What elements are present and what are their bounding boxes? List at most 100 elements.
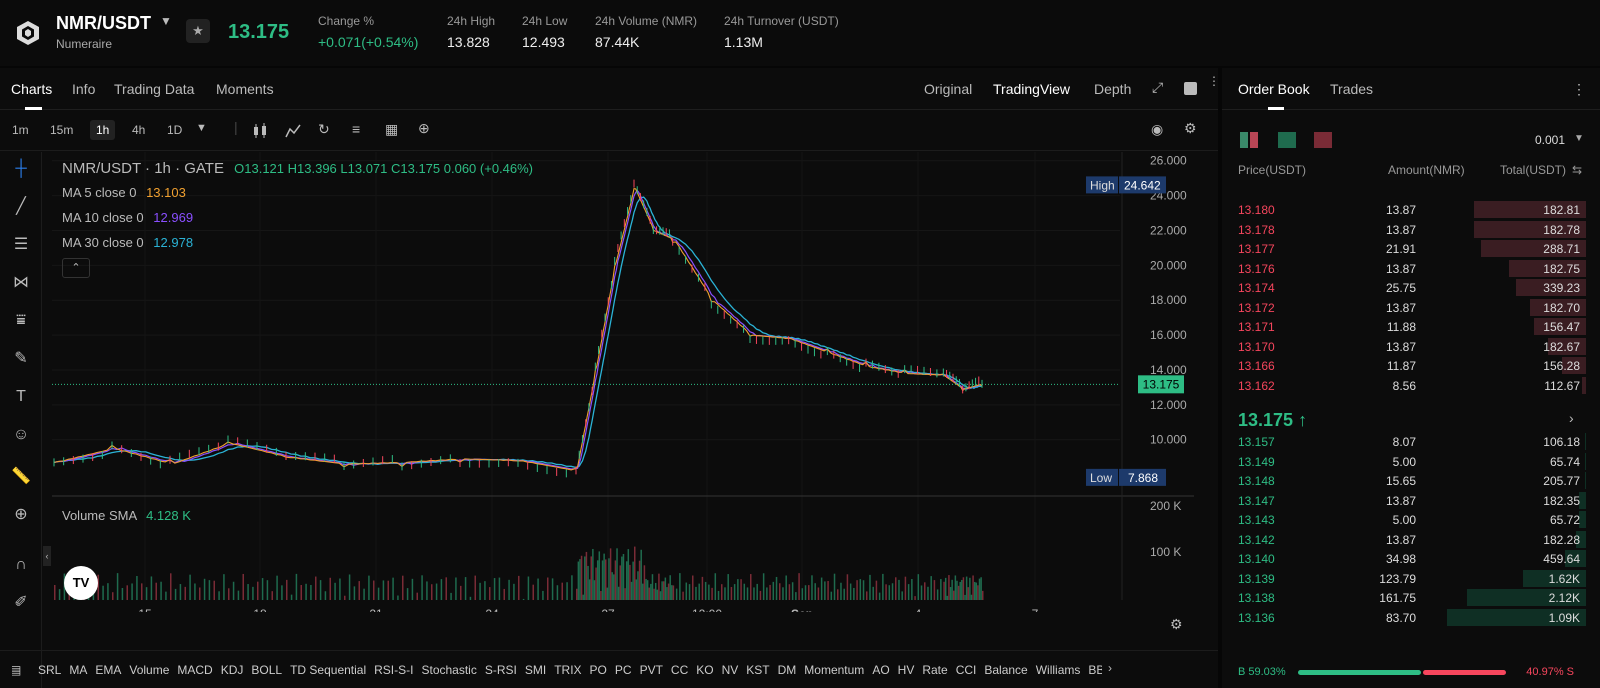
precision-chevron-icon[interactable]: ▼ [1574,133,1584,144]
indicators-icon[interactable] [285,123,301,139]
ruler-icon[interactable]: 📏 [11,468,31,485]
orderbook-more-icon[interactable]: ⋮ [1572,81,1586,97]
indicator-24[interactable]: Rate [922,663,948,677]
indicator-25[interactable]: CCI [955,663,977,677]
indicator-12[interactable]: TRIX [554,663,582,677]
indicator-4[interactable]: MACD [177,663,213,677]
expand-icon[interactable]: ⤢ [1152,79,1164,95]
view-both-sides-icon[interactable] [1240,132,1258,148]
view-depth[interactable]: Depth [1094,81,1132,97]
indicator-14[interactable]: PC [614,663,632,677]
indicator-11[interactable]: SMI [524,663,547,677]
layout-grid-icon[interactable]: ▦ [385,121,399,137]
orderbook-row-red[interactable]: 13.172 13.87 182.70 [1222,298,1586,317]
timeframe-1d[interactable]: 1D [167,123,183,137]
indicator-7[interactable]: TD Sequential [290,663,367,677]
tab-trading-data[interactable]: Trading Data [114,81,195,97]
indicator-3[interactable]: Volume [129,663,170,677]
view-original[interactable]: Original [924,81,973,97]
orderbook-row-grn[interactable]: 13.139 123.79 1.62K [1222,569,1586,588]
magnet-icon[interactable]: ∩ [15,556,27,573]
indicator-26[interactable]: Balance [984,663,1028,677]
orderbook-row-grn[interactable]: 13.142 13.87 182.28 [1222,530,1586,549]
timeframe-1m[interactable]: 1m [12,123,29,137]
indicator-18[interactable]: NV [721,663,739,677]
favorite-star-icon[interactable]: ★ [186,19,210,43]
orderbook-row-red[interactable]: 13.177 21.91 288.71 [1222,239,1586,258]
settings-list-icon[interactable]: ≡ [352,121,361,137]
indicator-6[interactable]: BOLL [251,663,283,677]
indicator-9[interactable]: Stochastic [421,663,477,677]
view-asks-icon[interactable] [1314,132,1332,148]
indicator-21[interactable]: Momentum [804,663,865,677]
fib-tool-icon[interactable]: ⩸ [16,312,26,329]
orderbook-row-red[interactable]: 13.176 13.87 182.75 [1222,259,1586,278]
indicator-0[interactable]: SRL [38,663,62,677]
tab-moments[interactable]: Moments [216,81,274,97]
timeframe-4h[interactable]: 4h [132,123,146,137]
timeframe-15m[interactable]: 15m [50,123,74,137]
precision-select[interactable]: 0.001 [1535,133,1566,147]
indicator-1[interactable]: MA [69,663,88,677]
orderbook-row-grn[interactable]: 13.149 5.00 65.74 [1222,452,1586,471]
chart-settings-gear-icon[interactable]: ⚙ [1184,120,1197,136]
orderbook-row-grn[interactable]: 13.148 15.65 205.77 [1222,471,1586,490]
orderbook-row-red[interactable]: 13.166 11.87 156.28 [1222,356,1586,375]
indicator-5[interactable]: KDJ [220,663,244,677]
indicator-17[interactable]: KO [696,663,714,677]
orderbook-row-red[interactable]: 13.178 13.87 182.78 [1222,220,1586,239]
orderbook-row-red[interactable]: 13.174 25.75 339.23 [1222,278,1586,297]
trend-line-icon[interactable]: ╱ [16,198,26,215]
view-bids-icon[interactable] [1278,132,1296,148]
text-tool-icon[interactable]: T [16,388,26,405]
timeframe-dropdown-chevron-icon[interactable]: ▼ [196,122,207,134]
replay-icon[interactable]: ↻ [318,121,330,137]
mid-price-chevron-icon[interactable]: › [1569,410,1574,426]
orderbook-row-grn[interactable]: 13.147 13.87 182.35 [1222,491,1586,510]
tab-order-book[interactable]: Order Book [1238,81,1310,97]
zoom-in-icon[interactable]: ⊕ [14,506,28,523]
pair-dropdown-chevron-icon[interactable]: ▼ [160,14,172,28]
add-indicator-icon[interactable]: ⊕ [418,120,430,136]
pair-symbol[interactable]: NMR/USDT [56,13,151,33]
indicator-13[interactable]: PO [589,663,607,677]
orderbook-row-red[interactable]: 13.171 11.88 156.47 [1222,317,1586,336]
indicator-19[interactable]: KST [746,663,770,677]
orderbook-row-red[interactable]: 13.162 8.56 112.67 [1222,376,1586,395]
candlestick-type-icon[interactable] [252,123,268,139]
indicator-27[interactable]: Williams [1035,663,1081,677]
indicator-8[interactable]: RSI-S-I [374,663,414,677]
pattern-tool-icon[interactable]: ⋈ [13,274,29,291]
price-chart[interactable]: 26.00024.00022.00020.00018.00016.00014.0… [52,152,1194,612]
crosshair-icon[interactable]: ┼ [15,160,27,177]
tab-trades[interactable]: Trades [1330,81,1374,97]
indicator-20[interactable]: DM [777,663,797,677]
chart-timezone-settings-icon[interactable]: ⚙ [1170,616,1183,632]
layout-square-icon[interactable] [1184,82,1197,95]
indicators-next-chevron-icon[interactable]: › [1108,661,1112,675]
tab-info[interactable]: Info [72,81,96,97]
more-vertical-icon[interactable]: ⋮ [1208,74,1220,88]
emoji-icon[interactable]: ☺ [12,426,30,443]
collapse-legend-chevron-icon[interactable]: ⌃ [62,258,90,278]
collapse-sidebar-chevron-icon[interactable]: ‹ [43,546,51,566]
indicator-22[interactable]: AO [872,663,890,677]
view-tradingview[interactable]: TradingView [993,81,1071,97]
timeframe-1h[interactable]: 1h [90,120,116,140]
indicator-23[interactable]: HV [897,663,915,677]
indicator-2[interactable]: EMA [95,663,122,677]
orderbook-row-red[interactable]: 13.180 13.87 182.81 [1222,200,1586,219]
indicator-15[interactable]: PVT [639,663,663,677]
orderbook-row-grn[interactable]: 13.138 161.75 2.12K [1222,588,1586,607]
indicator-grid-icon[interactable]: ▤ [12,663,22,677]
horizontal-lines-icon[interactable]: ☰ [13,236,29,253]
screenshot-camera-icon[interactable]: ◉ [1151,121,1164,137]
orderbook-row-grn[interactable]: 13.157 8.07 106.18 [1222,432,1586,451]
lock-draw-icon[interactable]: ✐ [14,594,28,611]
orderbook-row-red[interactable]: 13.170 13.87 182.67 [1222,337,1586,356]
orderbook-row-grn[interactable]: 13.143 5.00 65.72 [1222,510,1586,529]
swap-columns-icon[interactable]: ⇆ [1572,163,1583,177]
tab-charts[interactable]: Charts [11,81,53,97]
indicator-16[interactable]: CC [670,663,689,677]
orderbook-row-grn[interactable]: 13.136 83.70 1.09K [1222,608,1586,627]
